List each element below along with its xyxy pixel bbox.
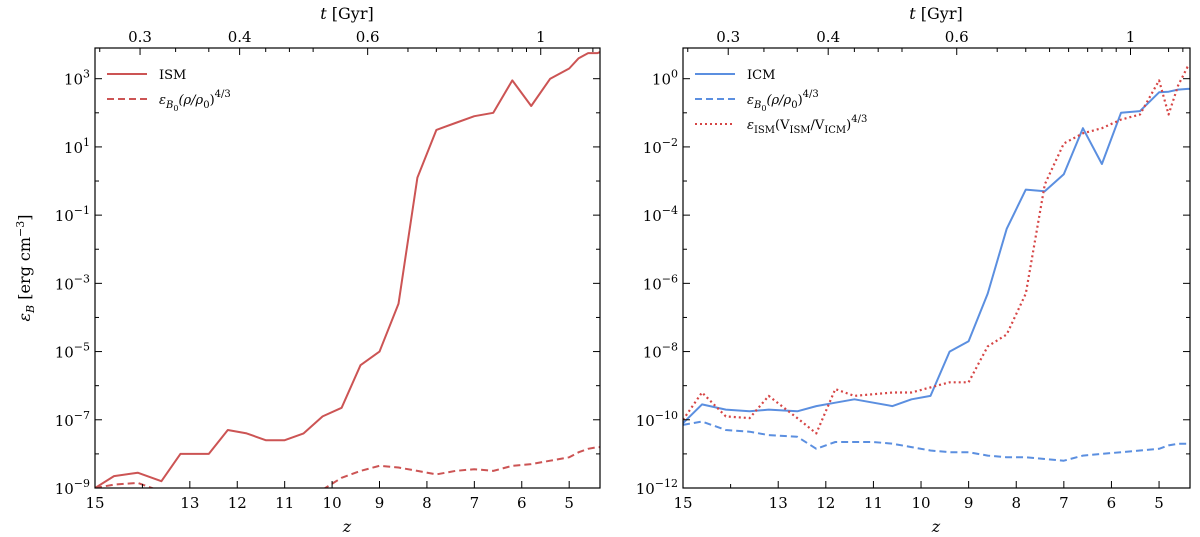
x-tick-label: 15	[85, 494, 104, 512]
x-tick-label: 9	[964, 494, 974, 512]
left-ticks: 15 13 12 11 10 9 8 7 6 5 0.3 0.4 0.6 1 10−9 10−7 10−5 10−…	[55, 28, 600, 512]
y-tick-label: 10−6	[643, 272, 678, 293]
x-tick-label: 11	[864, 494, 883, 512]
left-series-solid	[95, 51, 600, 488]
left-panel: 15 13 12 11 10 9 8 7 6 5 0.3 0.4 0.6 1 10−9 10−7 10−5 10−…	[14, 4, 601, 536]
x-tick-label: 12	[228, 494, 247, 512]
right-series-dotted	[683, 64, 1190, 435]
right-series-dashed	[683, 420, 1190, 462]
right-top-axis-label: t [Gyr]	[909, 4, 962, 23]
y-tick-label: 10−12	[636, 477, 678, 498]
right-panel: 15 13 12 11 10 9 8 7 6 5 0.3 0.4 0.6 1 10−12 10−10 10−8 1…	[636, 4, 1191, 536]
y-tick-label: 10−4	[643, 204, 678, 225]
x-tick-label: 10	[911, 494, 930, 512]
top-tick-label: 0.6	[945, 28, 969, 46]
y-tick-label: 10−5	[55, 341, 90, 362]
top-tick-label: 0.3	[716, 28, 740, 46]
left-axes-frame	[94, 47, 601, 489]
right-plot-lines	[683, 64, 1190, 462]
x-tick-label: 12	[816, 494, 835, 512]
legend-label: εB0(ρ/ρ0)4/3	[747, 89, 819, 113]
x-tick-label: 5	[1154, 494, 1164, 512]
x-tick-label: 15	[673, 494, 692, 512]
top-tick-label: 1	[536, 28, 546, 46]
y-tick-label: 101	[64, 136, 90, 157]
left-legend: ISM εB0(ρ/ρ0)4/3	[107, 68, 231, 113]
x-tick-label: 13	[180, 494, 199, 512]
legend-label: ICM	[747, 68, 775, 83]
y-tick-label: 10−8	[643, 341, 678, 362]
x-tick-label: 9	[375, 494, 385, 512]
y-tick-label: 10−9	[55, 477, 90, 498]
y-tick-label: 10−7	[55, 409, 90, 430]
x-tick-label: 7	[1059, 494, 1069, 512]
right-axes-frame	[682, 47, 1191, 489]
top-tick-label: 0.3	[128, 28, 152, 46]
right-series-solid	[683, 87, 1190, 424]
left-top-axis-label: t [Gyr]	[320, 4, 373, 23]
top-tick-label: 0.4	[228, 28, 252, 46]
top-tick-label: 0.6	[356, 28, 380, 46]
x-tick-label: 11	[275, 494, 294, 512]
x-tick-label: 5	[564, 494, 574, 512]
legend-label: ISM	[159, 68, 186, 83]
x-tick-label: 8	[422, 494, 432, 512]
x-tick-label: 7	[470, 494, 480, 512]
x-tick-label: 8	[1011, 494, 1021, 512]
x-tick-label: 10	[323, 494, 342, 512]
y-tick-label: 10−10	[636, 409, 678, 430]
right-x-axis-label: z	[931, 517, 941, 536]
legend-label: εB0(ρ/ρ0)4/3	[159, 89, 231, 113]
top-tick-label: 0.4	[816, 28, 840, 46]
left-series-dashed	[95, 446, 600, 488]
y-tick-label: 10−2	[643, 136, 678, 157]
x-tick-label: 13	[769, 494, 788, 512]
left-x-axis-label: z	[342, 517, 352, 536]
y-tick-label: 10−3	[55, 272, 90, 293]
y-tick-label: 10−1	[55, 204, 90, 225]
top-tick-label: 1	[1126, 28, 1136, 46]
y-tick-label: 100	[652, 68, 678, 89]
right-ticks: 15 13 12 11 10 9 8 7 6 5 0.3 0.4 0.6 1 10−12 10−10 10−8 1…	[636, 28, 1190, 512]
x-tick-label: 6	[1107, 494, 1117, 512]
x-tick-label: 6	[517, 494, 527, 512]
left-plot-lines	[95, 51, 600, 488]
legend-label: εISM(VISM/VICM)4/3	[747, 114, 867, 136]
y-tick-label: 103	[64, 68, 90, 89]
left-y-axis-label: εB [erg cm−3]	[14, 214, 37, 321]
